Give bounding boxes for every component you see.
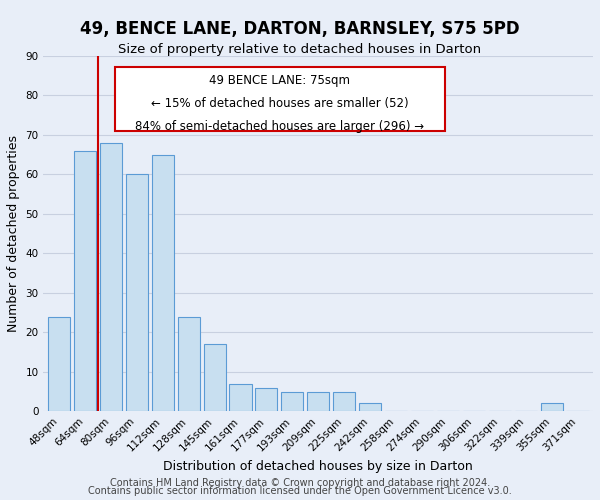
Text: Size of property relative to detached houses in Darton: Size of property relative to detached ho… [118, 42, 482, 56]
Bar [229, 384, 251, 411]
Text: 84% of semi-detached houses are larger (296) →: 84% of semi-detached houses are larger (… [135, 120, 424, 133]
Text: Contains public sector information licensed under the Open Government Licence v3: Contains public sector information licen… [88, 486, 512, 496]
FancyBboxPatch shape [115, 66, 445, 130]
Bar [48, 316, 70, 412]
Bar [152, 154, 174, 412]
Bar [281, 392, 304, 411]
Bar [126, 174, 148, 412]
Text: ← 15% of detached houses are smaller (52): ← 15% of detached houses are smaller (52… [151, 97, 409, 110]
Bar [333, 392, 355, 411]
X-axis label: Distribution of detached houses by size in Darton: Distribution of detached houses by size … [163, 460, 473, 473]
Text: 49, BENCE LANE, DARTON, BARNSLEY, S75 5PD: 49, BENCE LANE, DARTON, BARNSLEY, S75 5P… [80, 20, 520, 38]
Text: 49 BENCE LANE: 75sqm: 49 BENCE LANE: 75sqm [209, 74, 350, 86]
Bar [178, 316, 200, 412]
Bar [74, 150, 96, 412]
Bar [203, 344, 226, 412]
Bar [541, 404, 563, 411]
Bar [359, 404, 381, 411]
Bar [256, 388, 277, 411]
Bar [307, 392, 329, 411]
Bar [100, 143, 122, 411]
Y-axis label: Number of detached properties: Number of detached properties [7, 135, 20, 332]
Text: Contains HM Land Registry data © Crown copyright and database right 2024.: Contains HM Land Registry data © Crown c… [110, 478, 490, 488]
